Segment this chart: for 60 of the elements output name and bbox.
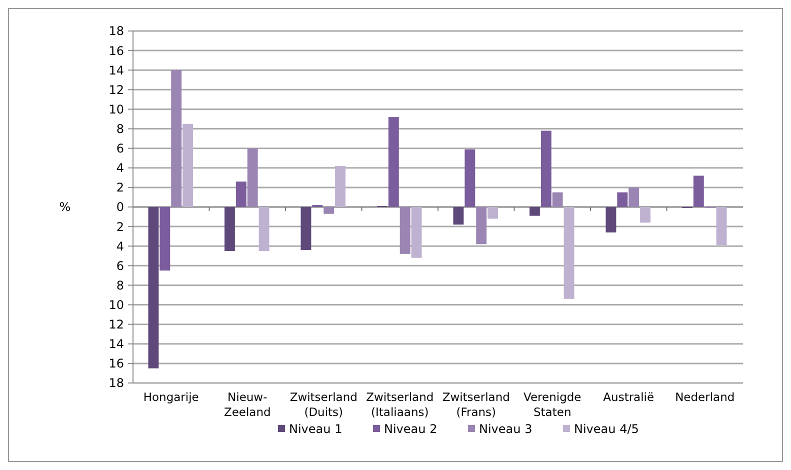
bar: [716, 207, 727, 246]
y-tick-label: 18: [108, 24, 124, 38]
bar: [530, 207, 540, 216]
bar: [258, 207, 270, 251]
bar: [324, 207, 334, 214]
y-tick-label: 6: [116, 258, 124, 273]
bar: [388, 117, 399, 207]
x-tick-label: Australië: [603, 390, 654, 404]
y-axis-title: %: [59, 200, 71, 214]
bar: [247, 148, 258, 207]
y-tick-label: 6: [116, 142, 124, 156]
bar: [335, 166, 346, 207]
bar: [488, 207, 498, 219]
bar: [628, 187, 640, 207]
y-tick-label: 8: [116, 122, 124, 136]
bar: [171, 70, 182, 207]
bar: [160, 207, 170, 271]
y-tick-label: 2: [116, 180, 124, 195]
bar: [224, 207, 235, 251]
y-tick-label: 8: [116, 278, 124, 292]
y-tick-label: 18: [108, 376, 124, 390]
bar: [693, 176, 704, 207]
x-tick-label: Nederland: [675, 390, 735, 404]
y-tick-label: 2: [116, 220, 124, 234]
bar: [552, 192, 563, 207]
bar: [640, 207, 650, 223]
bar: [182, 124, 193, 207]
y-tick-label: 12: [108, 82, 124, 97]
legend-label: Niveau 4/5: [574, 422, 639, 436]
bar: [453, 207, 464, 225]
bar: [617, 192, 628, 207]
legend-label: Niveau 3: [479, 422, 532, 436]
y-tick-label: 0: [116, 200, 124, 214]
x-tick-label: Nieuw-Zeeland: [224, 390, 271, 419]
y-tick-label: 14: [108, 337, 124, 352]
bar: [564, 207, 574, 299]
legend-label: Niveau 1: [289, 422, 342, 436]
legend-label: Niveau 2: [384, 422, 438, 436]
bar: [148, 207, 159, 368]
bar: [476, 207, 487, 244]
bar: [464, 149, 476, 207]
bar: [411, 207, 422, 258]
x-tick-label: Zwitserland (Italiaans): [366, 390, 434, 419]
y-tick-label: 16: [108, 44, 124, 58]
bar: [300, 207, 312, 250]
x-tick-label: Verenigde Staten: [523, 390, 582, 419]
bar: [400, 207, 410, 254]
bar: [540, 130, 552, 207]
y-tick-label: 12: [108, 318, 124, 332]
x-tick-label: Zwitserland (Frans): [442, 390, 510, 419]
x-tick-label: Hongarije: [143, 390, 199, 404]
y-tick-label: 4: [116, 239, 124, 254]
bar: [236, 182, 246, 207]
y-tick-label: 10: [108, 102, 124, 116]
y-tick-label: 16: [108, 356, 124, 371]
x-tick-label: Zwitserland (Duits): [290, 390, 358, 419]
bar: [606, 207, 616, 232]
y-tick-label: 14: [108, 63, 124, 78]
y-tick-label: 10: [108, 298, 124, 312]
y-tick-label: 4: [116, 161, 124, 176]
